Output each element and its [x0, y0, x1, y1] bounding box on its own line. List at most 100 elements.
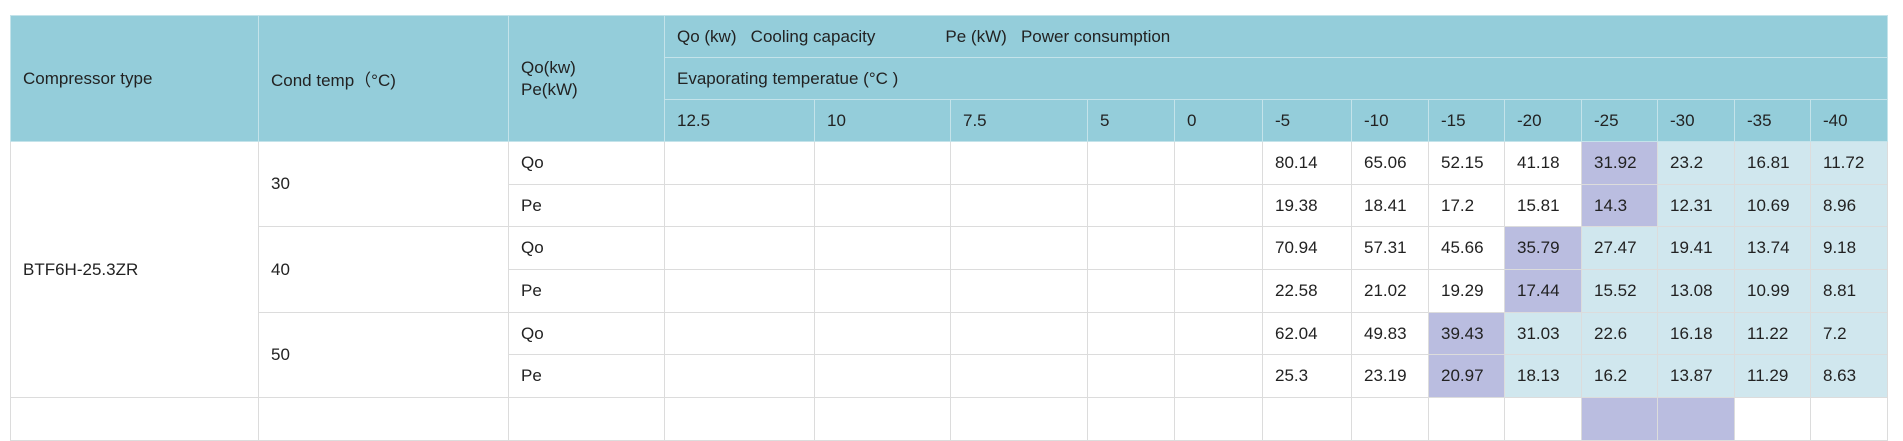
evap-temp-header: -30	[1657, 99, 1735, 142]
value-cell: 16.18	[1657, 311, 1735, 356]
value-cell: 14.3	[1581, 183, 1658, 228]
value-cell: 11.22	[1734, 311, 1811, 356]
value-cell: 19.29	[1428, 269, 1505, 313]
value-cell: 18.41	[1351, 183, 1429, 228]
value-cell: 31.92	[1581, 141, 1658, 185]
evap-temp-header: -5	[1262, 99, 1352, 142]
value-cell	[1174, 354, 1263, 399]
value-cell	[1174, 269, 1263, 313]
value-cell	[814, 269, 951, 313]
value-cell	[1174, 226, 1263, 271]
value-cell	[1174, 141, 1263, 185]
evap-temp-header: 5	[1087, 99, 1175, 142]
value-cell: 21.02	[1351, 269, 1429, 313]
value-cell	[950, 397, 1088, 441]
evap-temp-header: -20	[1504, 99, 1582, 142]
value-cell: 9.18	[1809, 226, 1889, 271]
value-cell	[950, 354, 1088, 399]
table-row	[10, 397, 1889, 441]
header-compressor-type: Compressor type	[10, 15, 259, 142]
value-cell: 19.38	[1262, 183, 1352, 228]
value-cell: 8.81	[1809, 269, 1889, 313]
value-cell: 17.2	[1428, 183, 1505, 228]
value-cell: 8.96	[1809, 183, 1889, 228]
evap-temp-header: -35	[1734, 99, 1811, 142]
table-row: Pe 19.38 18.41 17.2 15.81 14.3 12.31 10.69 8.96	[11, 183, 1889, 228]
value-cell: 12.31	[1657, 183, 1735, 228]
value-cell: 31.03	[1504, 311, 1582, 356]
value-cell: 45.66	[1428, 226, 1505, 271]
evap-temp-header: -40	[1809, 99, 1889, 142]
value-cell	[664, 183, 815, 228]
evap-temp-header: 12.5	[664, 99, 815, 142]
value-cell: 13.74	[1734, 226, 1811, 271]
value-cell	[814, 141, 951, 185]
legend-pe: Pe (kW) Power consumption	[945, 26, 1171, 46]
value-cell	[1087, 311, 1175, 356]
value-cell	[1087, 226, 1175, 271]
value-cell	[1351, 397, 1429, 441]
pe-label-cell: Pe	[508, 183, 665, 228]
value-cell	[258, 397, 509, 441]
value-cell	[664, 269, 815, 313]
value-cell: 65.06	[1351, 141, 1429, 185]
value-cell	[1174, 183, 1263, 228]
value-cell	[508, 397, 665, 441]
value-cell: 15.52	[1581, 269, 1658, 313]
cond-temp-cell: 30	[258, 140, 509, 228]
value-cell	[1428, 397, 1505, 441]
value-cell	[950, 269, 1088, 313]
value-cell: 39.43	[1428, 311, 1505, 356]
value-cell: 16.81	[1734, 141, 1811, 185]
value-cell	[814, 354, 951, 399]
value-cell	[664, 226, 815, 271]
value-cell	[664, 354, 815, 399]
value-cell	[664, 141, 815, 185]
value-cell: 80.14	[1262, 141, 1352, 185]
value-cell	[1087, 269, 1175, 313]
table-row: Pe 25.3 23.19 20.97 18.13 16.2 13.87 11.29 8.63	[11, 354, 1889, 399]
value-cell: 49.83	[1351, 311, 1429, 356]
value-cell: 16.2	[1581, 354, 1658, 399]
value-cell	[1657, 397, 1735, 441]
value-cell	[814, 397, 951, 441]
value-cell: 8.63	[1809, 354, 1889, 399]
value-cell: 23.19	[1351, 354, 1429, 399]
table-row: BTF6H-25.3ZR 30 Qo 80.14 65.06 52.15 41.18 31.9…	[10, 140, 1889, 399]
value-cell	[814, 226, 951, 271]
qo-label-cell: Qo	[508, 141, 665, 185]
value-cell: 22.58	[1262, 269, 1352, 313]
value-cell	[950, 226, 1088, 271]
evap-temp-header: -25	[1581, 99, 1658, 142]
evap-temp-header: 10	[814, 99, 951, 142]
value-cell: 15.81	[1504, 183, 1582, 228]
value-cell	[1262, 397, 1352, 441]
table-row: 40 Qo 70.94 57.31 45.66 35.79 27.47 19.41 13.74 9…	[11, 226, 1889, 313]
value-cell	[10, 397, 259, 441]
value-cell	[1809, 397, 1889, 441]
value-cell: 10.69	[1734, 183, 1811, 228]
value-cell: 13.08	[1657, 269, 1735, 313]
evap-temp-header: 7.5	[950, 99, 1088, 142]
value-cell: 62.04	[1262, 311, 1352, 356]
value-cell: 10.99	[1734, 269, 1811, 313]
value-cell: 20.97	[1428, 354, 1505, 399]
pe-label-cell: Pe	[508, 269, 665, 313]
pe-label-cell: Pe	[508, 354, 665, 399]
value-cell	[1504, 397, 1582, 441]
value-cell	[664, 397, 815, 441]
value-cell: 11.72	[1809, 141, 1889, 185]
value-cell	[1581, 397, 1658, 441]
value-cell: 13.87	[1657, 354, 1735, 399]
value-cell: 27.47	[1581, 226, 1658, 271]
table-row: 50 Qo 62.04 49.83 39.43 31.03 22.6 16.18 11.22 7.…	[11, 311, 1889, 399]
value-cell: 22.6	[1581, 311, 1658, 356]
compressor-performance-table: Compressor type Cond temp（°C) Qo(kw) Pe(k…	[10, 15, 1889, 441]
evap-temp-header: -10	[1351, 99, 1429, 142]
header-legend: Qo (kw) Cooling capacity Pe (kW) Power co…	[663, 15, 1889, 58]
value-cell	[950, 183, 1088, 228]
header-evap-title: Evaporating temperatue (°C )	[663, 57, 1889, 100]
value-cell: 57.31	[1351, 226, 1429, 271]
value-cell	[814, 183, 951, 228]
value-cell: 41.18	[1504, 141, 1582, 185]
